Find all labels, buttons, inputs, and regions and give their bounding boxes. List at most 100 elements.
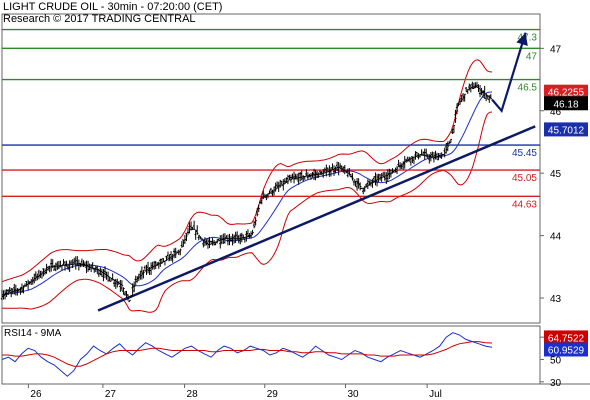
price-bar bbox=[441, 153, 445, 156]
x-tick-label-26: 26 bbox=[30, 389, 42, 400]
price-bar bbox=[85, 260, 88, 274]
price-bar bbox=[160, 258, 164, 264]
price-bar bbox=[306, 172, 310, 180]
price-bar bbox=[302, 175, 305, 182]
price-bar bbox=[228, 233, 231, 246]
price-bar bbox=[354, 180, 357, 187]
x-tick-label-29: 29 bbox=[267, 389, 279, 400]
price-bar bbox=[119, 279, 122, 292]
price-bar bbox=[251, 229, 254, 235]
price-bar bbox=[477, 84, 480, 93]
main-plot-frame bbox=[1, 13, 541, 324]
price-bar bbox=[199, 236, 202, 240]
price-bar bbox=[74, 256, 77, 270]
price-bar bbox=[3, 289, 7, 300]
price-bar bbox=[11, 288, 14, 295]
price-bar bbox=[489, 94, 493, 100]
price-bar bbox=[274, 182, 277, 192]
price-bar bbox=[272, 186, 276, 196]
price-bar bbox=[117, 281, 121, 285]
price-bar bbox=[358, 182, 362, 191]
price-bar bbox=[409, 157, 413, 166]
price-bar bbox=[222, 233, 225, 244]
price-bar bbox=[165, 255, 168, 262]
price-bar bbox=[225, 235, 228, 240]
price-bar bbox=[252, 220, 256, 229]
price-bar bbox=[388, 168, 391, 180]
price-bar bbox=[452, 125, 456, 134]
price-bar bbox=[382, 171, 385, 178]
price-bar bbox=[286, 174, 290, 185]
price-bar bbox=[68, 260, 71, 272]
price-bar bbox=[300, 170, 303, 181]
support-trendline bbox=[97, 125, 536, 312]
price-bar bbox=[60, 265, 64, 271]
price-bar bbox=[96, 265, 99, 274]
price-bar bbox=[146, 261, 150, 274]
price-bar bbox=[257, 204, 260, 213]
price-bar bbox=[128, 299, 131, 303]
rsi-title: RSI14 - 9MA bbox=[4, 328, 62, 339]
moving-average-value-tag-box bbox=[544, 122, 588, 137]
price-bar bbox=[437, 153, 440, 161]
price-bar bbox=[463, 93, 466, 102]
price-bar bbox=[337, 161, 340, 176]
price-bar bbox=[53, 264, 56, 271]
price-bar bbox=[86, 260, 90, 272]
price-bar bbox=[22, 285, 25, 294]
price-bar bbox=[400, 163, 403, 170]
rsi-y-tick-label-50: 50 bbox=[550, 355, 562, 366]
price-bar bbox=[357, 178, 360, 189]
price-bar bbox=[478, 85, 482, 98]
price-bar bbox=[194, 229, 197, 240]
price-bar bbox=[49, 258, 53, 272]
rsi-value-tag-box bbox=[544, 342, 588, 357]
price-bar bbox=[345, 170, 348, 174]
price-bar bbox=[36, 273, 39, 281]
price-bar bbox=[325, 164, 328, 177]
price-bar bbox=[182, 239, 185, 247]
price-bar bbox=[352, 179, 356, 186]
price-bar bbox=[315, 170, 319, 178]
price-bar bbox=[203, 237, 207, 247]
price-bar bbox=[66, 263, 70, 271]
price-bar bbox=[156, 262, 159, 267]
price-bar bbox=[414, 151, 417, 160]
price-bar bbox=[426, 153, 429, 159]
price-bar bbox=[440, 152, 443, 159]
price-bar bbox=[417, 152, 420, 160]
price-bar bbox=[82, 260, 85, 268]
price-bar bbox=[26, 279, 30, 290]
price-bar bbox=[461, 93, 465, 102]
price-bar bbox=[474, 82, 477, 89]
price-bar bbox=[472, 82, 476, 90]
rsi-ma-line bbox=[2, 341, 493, 367]
price-bar bbox=[212, 240, 216, 246]
price-bar bbox=[46, 266, 50, 271]
price-bar bbox=[363, 185, 366, 193]
price-bar bbox=[428, 154, 431, 164]
price-bar bbox=[211, 237, 214, 246]
price-bar bbox=[485, 93, 488, 102]
price-bar bbox=[206, 238, 210, 249]
price-bar bbox=[188, 222, 191, 234]
x-tick-label-27: 27 bbox=[105, 389, 117, 400]
level-label-45.05: 45.05 bbox=[512, 173, 537, 184]
price-bar bbox=[294, 173, 297, 180]
price-bar bbox=[434, 150, 437, 160]
price-bar bbox=[240, 232, 243, 243]
price-bar bbox=[94, 265, 97, 273]
price-bar bbox=[277, 181, 280, 192]
price-bar bbox=[328, 165, 331, 177]
price-bar bbox=[200, 237, 204, 240]
price-bar bbox=[480, 87, 483, 96]
price-bar bbox=[226, 234, 230, 246]
price-bar bbox=[397, 159, 400, 168]
upper-band-value-tag-box bbox=[544, 84, 588, 99]
price-bar bbox=[334, 166, 337, 174]
level-label-45.45: 45.45 bbox=[512, 148, 537, 159]
price-bar bbox=[23, 283, 27, 287]
price-bar bbox=[134, 275, 137, 285]
x-tick-label-28: 28 bbox=[187, 389, 199, 400]
price-bar bbox=[189, 221, 193, 231]
